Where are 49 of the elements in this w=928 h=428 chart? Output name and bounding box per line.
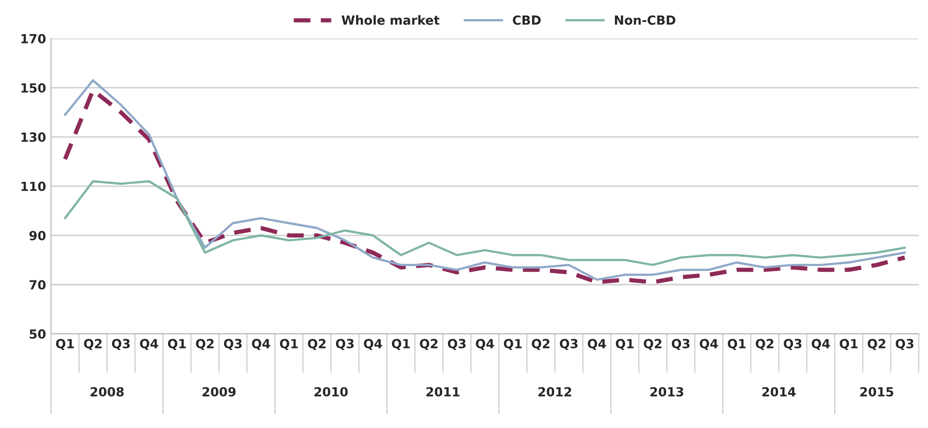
y-tick-label: 110 (21, 182, 46, 192)
x-tick-label: Q4 (252, 338, 270, 350)
x-tick-label: Q1 (840, 338, 858, 350)
text: 2009 (202, 387, 236, 397)
text: 2013 (650, 387, 684, 397)
x-tick-label: Q4 (476, 338, 494, 350)
y-tick-label: 130 (21, 132, 46, 142)
x-tick-label: Q2 (308, 338, 326, 350)
x-tick-label: Q2 (644, 338, 662, 350)
x-tick-label: Q3 (112, 338, 130, 350)
x-tick-label: Q1 (392, 338, 410, 350)
x-tick-label: Q4 (812, 338, 830, 350)
x-tick-label: Q4 (364, 338, 382, 350)
x-tick-label: Q1 (616, 338, 634, 350)
x-tick-label: Q1 (280, 338, 298, 350)
y-tick-label: 90 (29, 230, 46, 240)
x-tick-label: Q3 (784, 338, 802, 350)
text: 2010 (314, 387, 348, 397)
x-tick-label: Q1 (504, 338, 522, 350)
x-tick-label: Q4 (700, 338, 718, 350)
x-tick-label: Q3 (336, 338, 354, 350)
text: 2012 (538, 387, 572, 397)
text: 2015 (860, 387, 894, 397)
legend-label: CBD (512, 15, 541, 25)
y-tick-label: 50 (30, 329, 46, 339)
x-tick-label: Q2 (84, 338, 102, 350)
x-tick-label: Q2 (868, 338, 886, 350)
x-tick-label: Q2 (756, 338, 774, 350)
x-tick-label: Q1 (56, 338, 74, 350)
x-tick-label: Q4 (140, 338, 158, 350)
x-tick-label: Q3 (560, 338, 578, 350)
text: 2008 (90, 387, 124, 397)
y-tick-label: 150 (21, 83, 46, 93)
x-tick-label: Q4 (588, 338, 606, 350)
x-tick-label: Q2 (196, 338, 214, 350)
legend-label: Non-CBD (614, 15, 676, 25)
x-tick-label: Q3 (896, 338, 914, 350)
x-tick-label: Q3 (224, 338, 242, 350)
x-tick-label: Q2 (532, 338, 550, 350)
x-tick-label: Q1 (728, 338, 746, 350)
text: 2014 (762, 387, 796, 397)
x-tick-label: Q2 (420, 338, 438, 350)
legend-label: Whole market (342, 15, 440, 25)
x-tick-label: Q1 (168, 338, 186, 350)
text: 2011 (426, 387, 460, 397)
x-tick-label: Q3 (672, 338, 690, 350)
x-tick-label: Q3 (448, 338, 466, 350)
y-tick-label: 170 (21, 34, 46, 44)
y-tick-label: 70 (30, 280, 46, 290)
